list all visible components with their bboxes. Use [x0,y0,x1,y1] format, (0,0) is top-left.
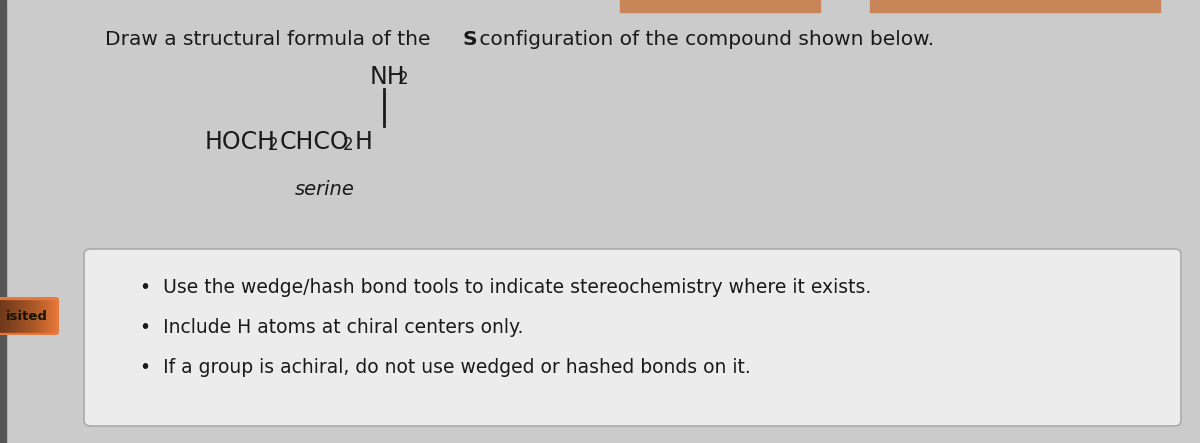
Bar [870,0,1160,12]
Text: 2: 2 [398,70,409,88]
Text: configuration of the compound shown below.: configuration of the compound shown belo… [473,30,934,49]
Text: 2: 2 [268,136,278,154]
FancyBboxPatch shape [84,249,1181,426]
Text: •  Include H atoms at chiral centers only.: • Include H atoms at chiral centers only… [140,318,523,337]
Text: S: S [462,30,476,49]
Text: •  If a group is achiral, do not use wedged or hashed bonds on it.: • If a group is achiral, do not use wedg… [140,358,751,377]
Text: Draw a structural formula of the: Draw a structural formula of the [106,30,437,49]
Text: NH: NH [370,65,406,89]
Bar [0,0,6,443]
Text: serine: serine [295,180,355,199]
Text: H: H [355,130,373,154]
Text: isited: isited [6,310,48,323]
Text: •  Use the wedge/hash bond tools to indicate stereochemistry where it exists.: • Use the wedge/hash bond tools to indic… [140,278,871,297]
Text: CHCO: CHCO [280,130,349,154]
Text: HOCH: HOCH [205,130,276,154]
FancyBboxPatch shape [0,297,59,335]
Bar [620,0,820,12]
Text: 2: 2 [343,136,354,154]
